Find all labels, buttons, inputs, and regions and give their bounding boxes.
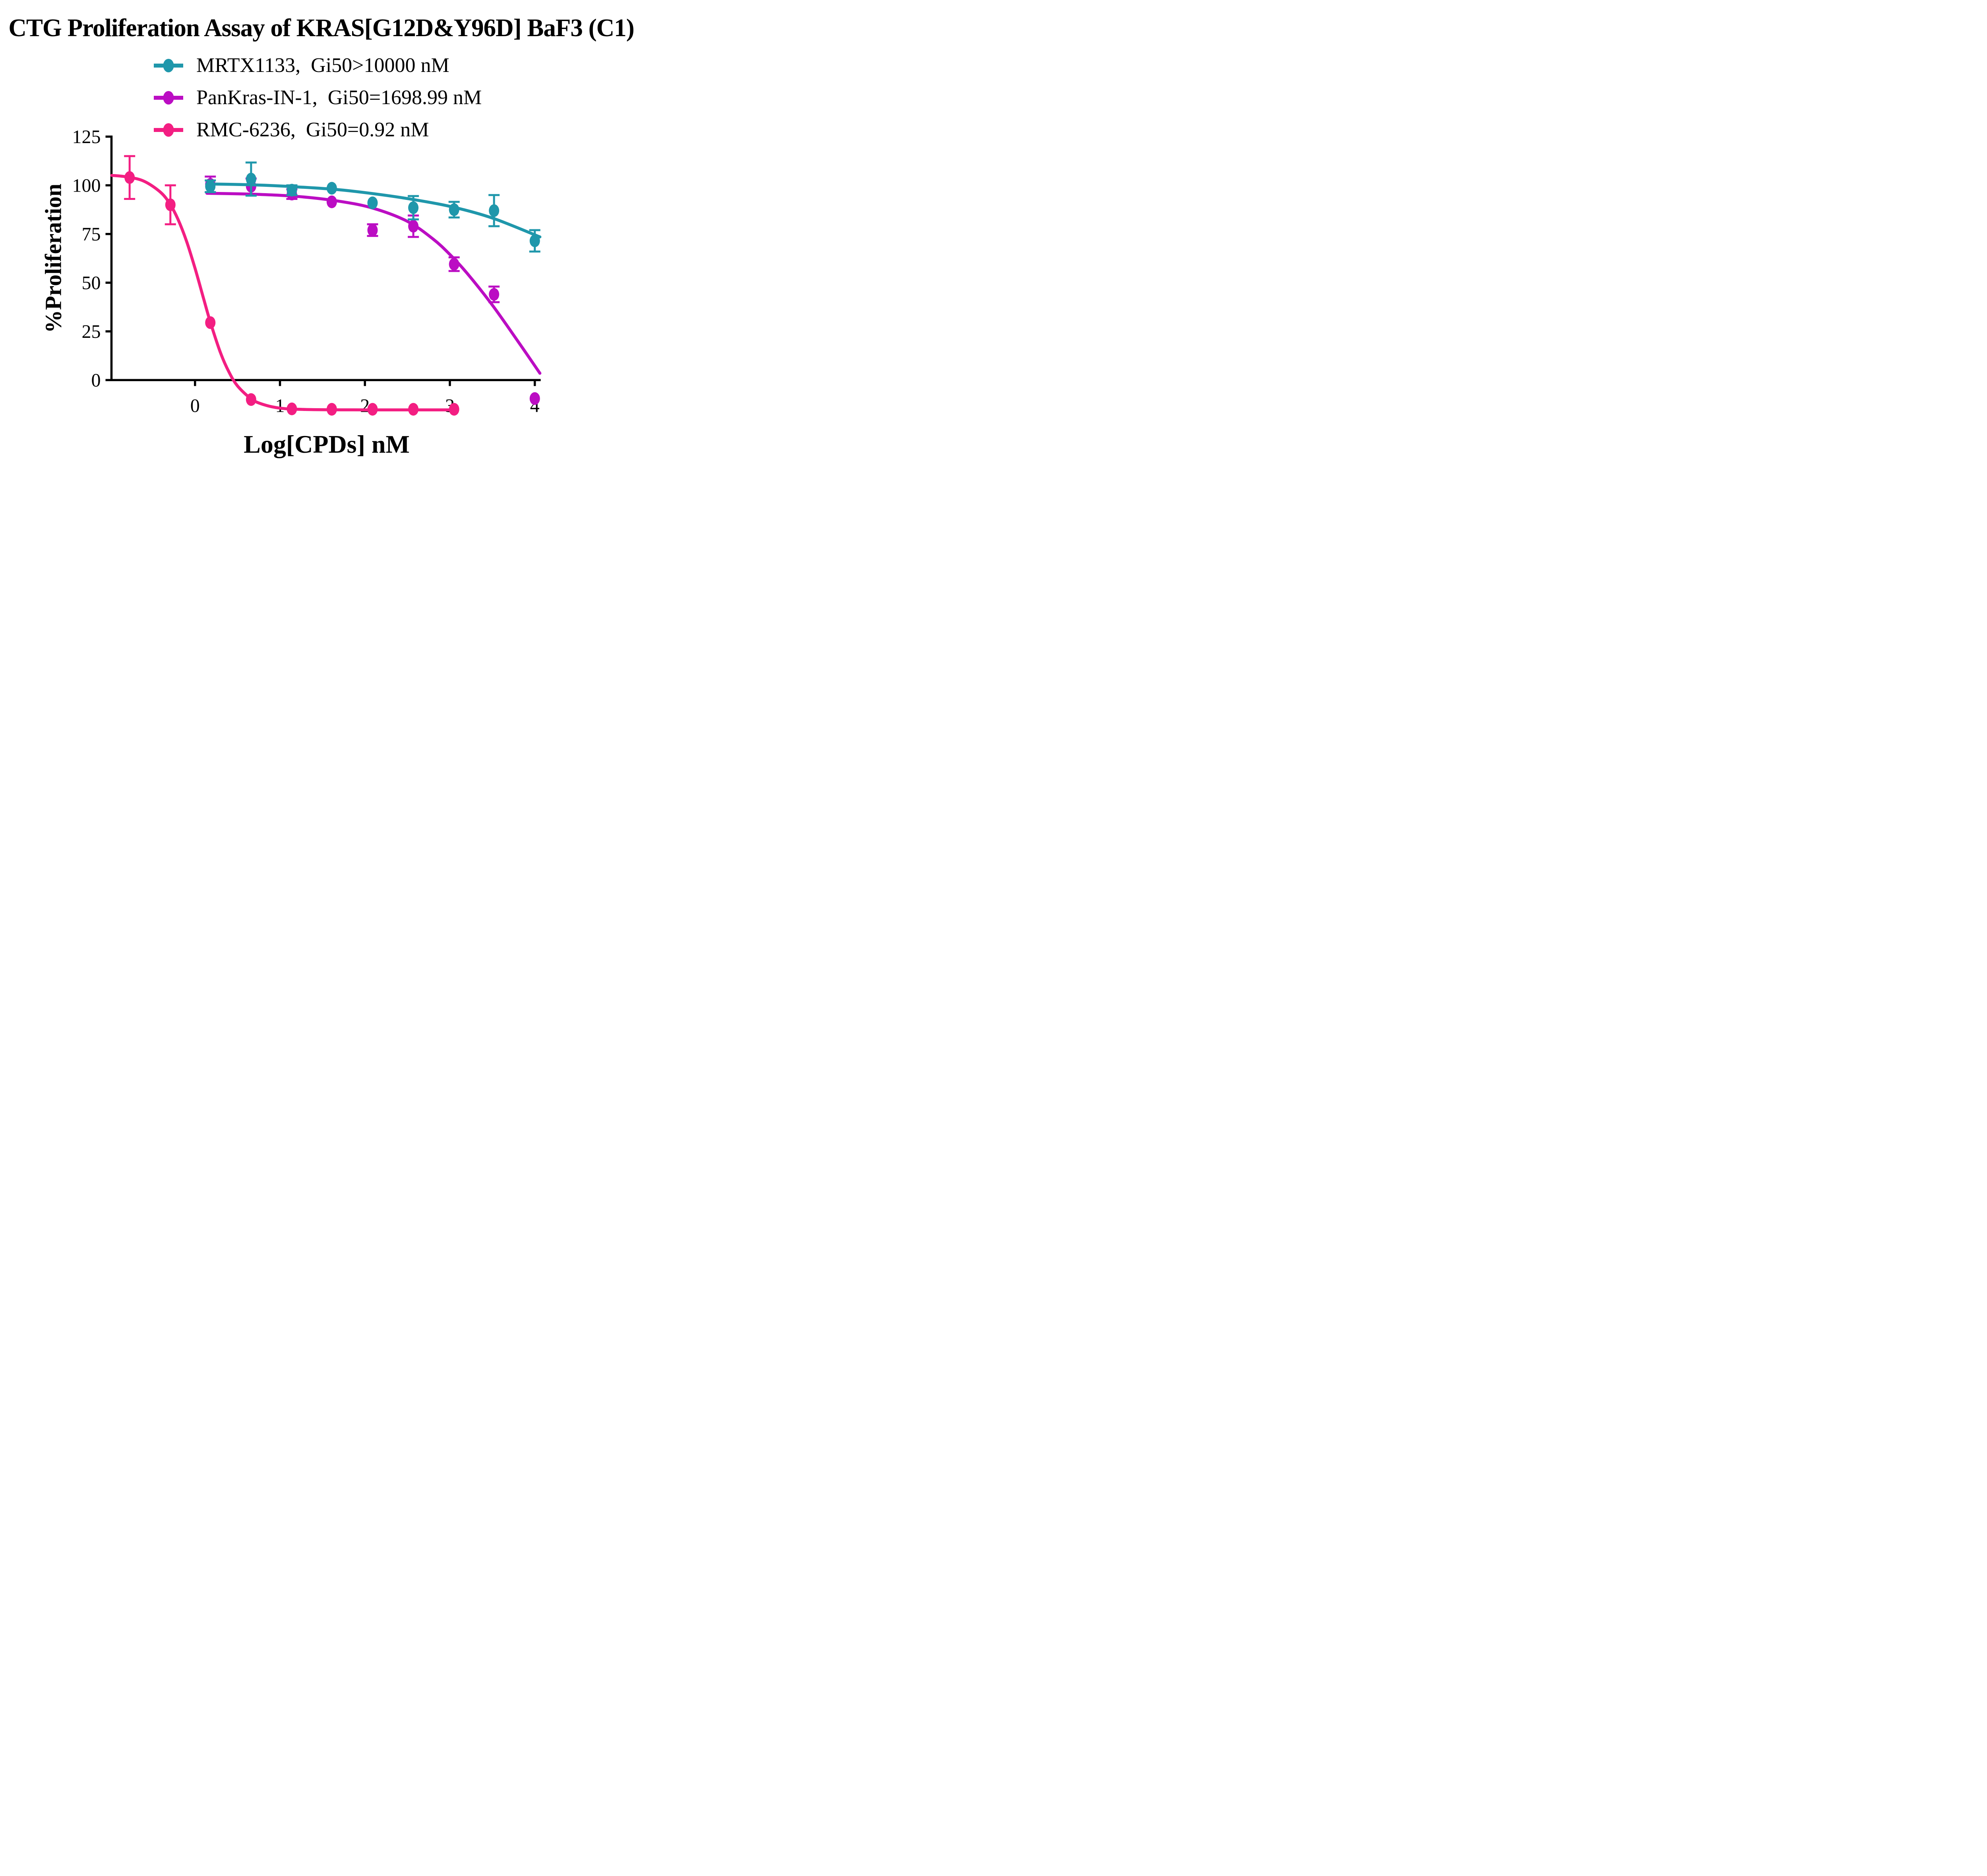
y-tick-label: 75 <box>82 224 101 245</box>
x-tick-label: 1 <box>275 395 285 416</box>
x-tick-label: 2 <box>360 395 370 416</box>
legend-marker-line-dot-icon <box>154 91 183 105</box>
data-point <box>124 171 135 184</box>
data-point <box>449 203 459 216</box>
y-tick-label: 25 <box>82 321 101 342</box>
data-point <box>367 196 378 209</box>
data-point <box>408 201 419 214</box>
legend: MRTX1133, Gi50>10000 nM PanKras-IN-1, Gi… <box>153 49 482 146</box>
y-tick-label: 125 <box>72 126 101 147</box>
chart-canvas: CTG Proliferation Assay of KRAS[G12D&Y96… <box>0 0 643 469</box>
x-tick-label: 0 <box>190 395 200 416</box>
chart-title: CTG Proliferation Assay of KRAS[G12D&Y96… <box>8 14 634 42</box>
y-tick-label: 0 <box>91 370 101 391</box>
fit-curve <box>110 174 456 412</box>
data-point <box>205 180 216 193</box>
series-rmc-6236 <box>110 155 459 416</box>
data-point <box>326 403 337 416</box>
series-mrtx1133 <box>205 161 542 253</box>
data-point <box>367 223 378 236</box>
data-point <box>529 234 540 247</box>
fit-curve <box>205 192 542 375</box>
data-point <box>287 402 297 415</box>
legend-item-rmc-6236: RMC-6236, Gi50=0.92 nM <box>153 114 482 146</box>
data-point <box>205 316 216 329</box>
legend-label-rmc-6236: RMC-6236, Gi50=0.92 nM <box>196 118 429 141</box>
data-point <box>326 195 337 208</box>
data-point <box>529 392 540 405</box>
data-point <box>246 393 256 406</box>
y-tick-label: 100 <box>72 175 101 196</box>
legend-label-pankras-in-1: PanKras-IN-1, Gi50=1698.99 nM <box>196 86 482 109</box>
legend-item-mrtx1133: MRTX1133, Gi50>10000 nM <box>153 49 482 81</box>
x-axis-title: Log[CPDs] nM <box>244 430 410 458</box>
legend-marker-line-dot-icon <box>154 123 183 137</box>
data-point <box>489 288 500 301</box>
axes <box>105 136 541 386</box>
y-tick-label: 50 <box>82 272 101 293</box>
data-point <box>408 220 419 233</box>
data-point <box>367 403 378 416</box>
legend-marker-line-dot-icon <box>154 58 183 72</box>
data-point <box>449 258 459 271</box>
fit-curve <box>205 182 542 238</box>
data-point <box>449 403 459 416</box>
plot-area: 025507510012501234 <box>72 126 542 417</box>
data-point <box>165 198 176 211</box>
legend-label-mrtx1133: MRTX1133, Gi50>10000 nM <box>196 54 449 77</box>
data-point <box>287 184 297 197</box>
tick-labels: 025507510012501234 <box>72 126 540 417</box>
legend-item-pankras-in-1: PanKras-IN-1, Gi50=1698.99 nM <box>153 81 482 114</box>
data-point <box>326 182 337 195</box>
data-point <box>408 403 419 416</box>
data-point <box>246 172 256 186</box>
data-point <box>489 204 500 217</box>
